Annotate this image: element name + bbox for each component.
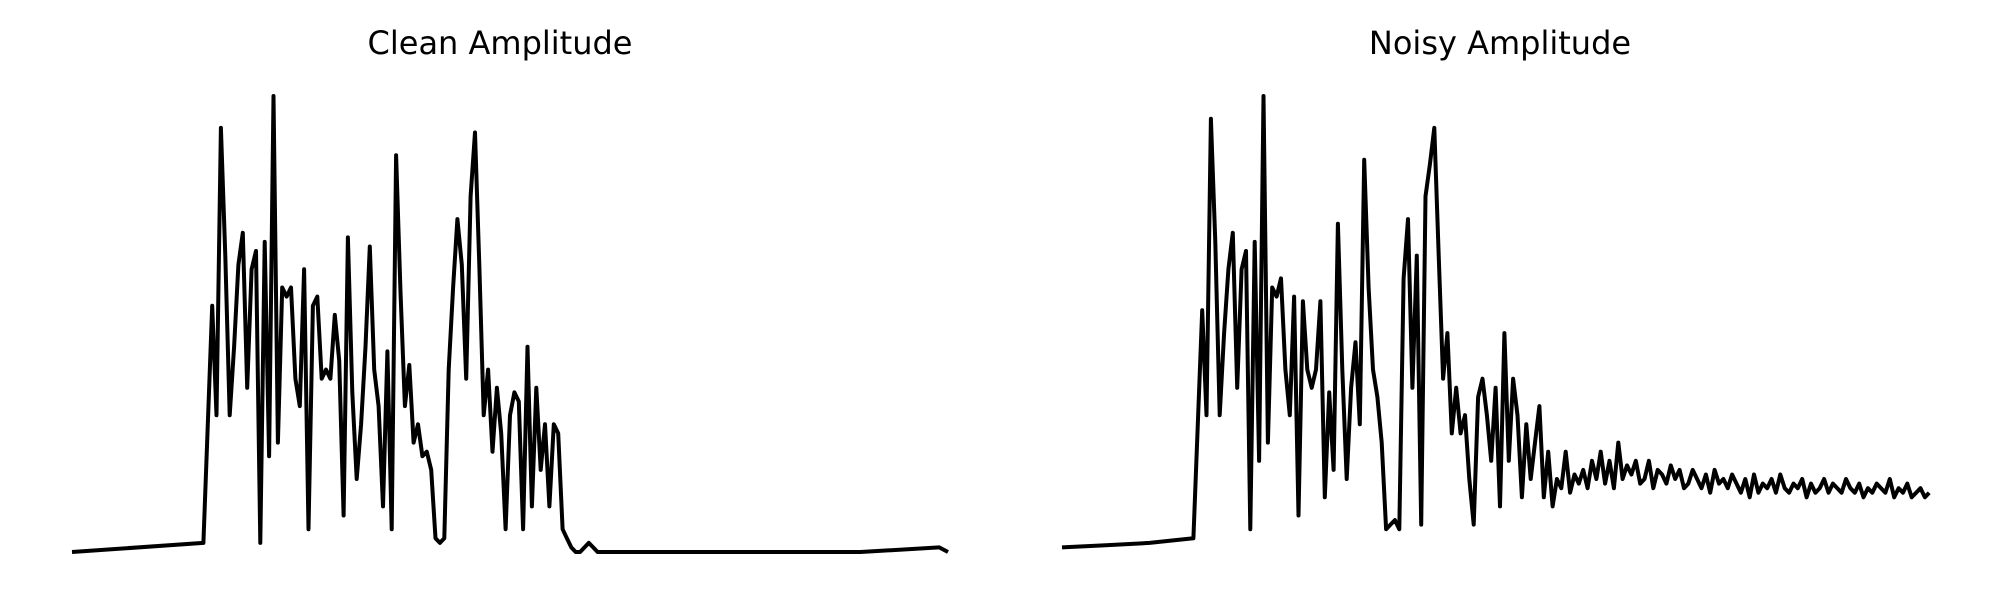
noisy-amplitude-title: Noisy Amplitude [1368, 24, 1632, 62]
noisy-amplitude-plot [1061, 94, 1931, 550]
noisy-amplitude-panel: Noisy Amplitude [1000, 0, 2000, 600]
clean-amplitude-title: Clean Amplitude [367, 24, 633, 62]
clean-amplitude-line [71, 94, 949, 554]
clean-amplitude-panel: Clean Amplitude [71, 24, 949, 554]
noisy-amplitude-line [1061, 94, 1931, 550]
clean-amplitude-plot [71, 94, 949, 554]
